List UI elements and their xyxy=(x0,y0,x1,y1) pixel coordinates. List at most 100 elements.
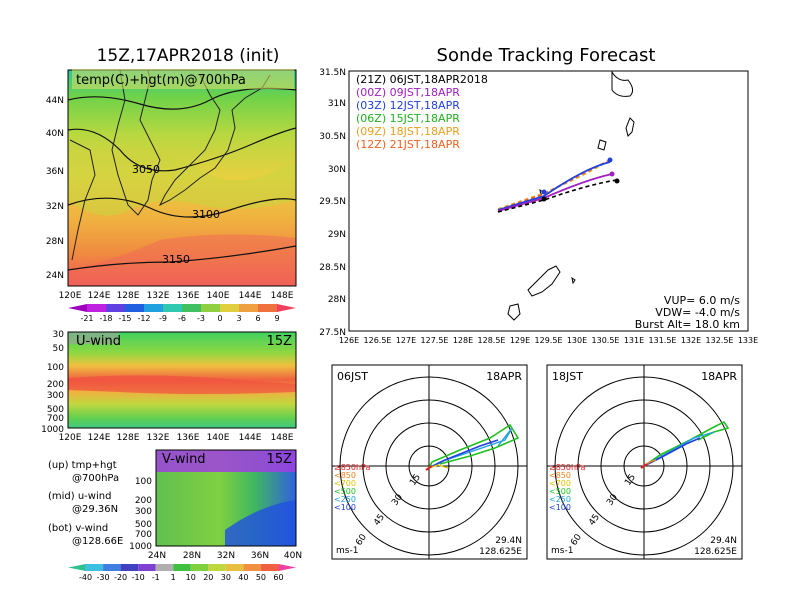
colorbar-label: -1 xyxy=(152,573,160,582)
forecast-label: (12Z) 21JST,18APR xyxy=(356,138,460,151)
lon-tick-label: 127.5E xyxy=(421,336,449,345)
lon-tick-label: 128E xyxy=(117,433,140,443)
level-label: ≥850hPa xyxy=(334,463,371,472)
colorbar-label: 30 xyxy=(221,573,231,582)
colorbar-label: -21 xyxy=(80,314,93,323)
track-frame xyxy=(348,70,749,332)
colorbar-label: 3 xyxy=(236,314,241,323)
height-contour xyxy=(67,87,297,110)
colorbar-swatch xyxy=(225,564,244,571)
height-contour xyxy=(67,127,297,172)
colorbar-swatch xyxy=(182,304,201,312)
lon-tick-label: 128E xyxy=(453,336,473,345)
pressure-tick-label: 700 xyxy=(47,414,64,424)
lon-tick-label: 133E xyxy=(738,336,758,345)
colorbar-label: -3 xyxy=(197,314,205,323)
hodograph-trace xyxy=(640,463,648,469)
lat-tick-label: 30.5N xyxy=(319,132,346,142)
colorbar-swatch xyxy=(163,304,182,312)
lon-tick-label: 130E xyxy=(567,336,587,345)
v-wind-panel: V-wind 15Z 100 200 300 500 700 1000 24N … xyxy=(129,449,302,561)
u-wind-gray-region xyxy=(68,332,118,344)
temperature-colorbar: -21 -18 -15 -12 -9 -6 -3 0 3 6 9 xyxy=(68,304,296,323)
trajectory-marker xyxy=(614,178,620,184)
trajectory-marker xyxy=(541,189,547,195)
level-label: <250 xyxy=(334,495,356,504)
level-label: <500 xyxy=(334,487,356,496)
hodo-time: 18JST xyxy=(552,370,583,383)
colorbar-swatch xyxy=(220,304,239,312)
forecast-label: (21Z) 06JST,18APR2018 xyxy=(356,73,488,86)
colorbar-label: -12 xyxy=(137,314,150,323)
lat-tick-label: 24N xyxy=(46,271,64,281)
colorbar-swatch xyxy=(173,564,191,571)
legend-note-head: (bot) v-wind xyxy=(48,523,108,534)
lon-tick-label: 128.5E xyxy=(478,336,506,345)
colorbar-label: -40 xyxy=(79,573,92,582)
lon-tick-label: 132E xyxy=(681,336,701,345)
contour-label: 3050 xyxy=(132,163,160,176)
colorbar-swatch xyxy=(85,564,104,571)
colorbar-label: 40 xyxy=(238,573,248,582)
colorbar-swatch xyxy=(125,304,144,312)
trajectory-marker xyxy=(607,157,613,163)
height-contour xyxy=(67,245,297,271)
colorbar-swatch xyxy=(258,304,277,312)
lon-tick-label: 120E xyxy=(59,433,82,443)
temperature-map-panel: temp(C)+hgt(m)@700hPa 3050 3100 3150 44N… xyxy=(46,69,297,301)
lon-tick-label: 124E xyxy=(88,291,111,301)
u-wind-time: 15Z xyxy=(267,334,293,349)
colorbar-swatch xyxy=(208,564,226,571)
lat-tick-label: 29.5N xyxy=(319,197,346,207)
lon-tick-label: 127E xyxy=(396,336,416,345)
lat-tick-label: 36N xyxy=(251,551,269,561)
forecast-label: (03Z) 12JST,18APR xyxy=(356,99,460,112)
lon-tick-label: 131.5E xyxy=(649,336,677,345)
wind-colorbar: -40 -30 -20 -10 -1 1 10 20 30 40 50 60 xyxy=(68,564,296,582)
island-outline xyxy=(527,265,561,297)
level-label: <850 xyxy=(334,471,356,480)
contour-label: 3150 xyxy=(162,253,190,266)
colorbar-swatch xyxy=(87,304,106,312)
colorbar-swatch xyxy=(103,564,121,571)
pressure-tick-label: 200 xyxy=(135,496,152,506)
right-title: Sonde Tracking Forecast xyxy=(437,45,656,66)
colorbar-swatch xyxy=(277,304,296,312)
warm-region xyxy=(68,234,296,286)
u-wind-frame xyxy=(67,331,297,429)
island-outline xyxy=(597,139,607,151)
v-wind-frame xyxy=(155,449,297,547)
hodo-lon: 128.625E xyxy=(694,547,737,557)
lon-tick-label: 136E xyxy=(177,291,200,301)
lat-tick-label: 40N xyxy=(46,129,64,139)
pressure-tick-label: 30 xyxy=(53,330,65,340)
forecast-label: (00Z) 09JST,18APR xyxy=(356,86,460,99)
trajectory-03z xyxy=(497,161,611,211)
pressure-tick-label: 300 xyxy=(135,507,152,517)
colorbar-swatch xyxy=(120,564,139,571)
lat-tick-label: 28N xyxy=(183,551,201,561)
colorbar-swatch xyxy=(106,304,125,312)
lon-tick-label: 124E xyxy=(88,433,111,443)
v-wind-purple-region xyxy=(156,450,296,472)
hodo-lat: 29.4N xyxy=(495,536,522,546)
island-outline xyxy=(507,303,521,321)
hodograph-trace xyxy=(643,420,730,467)
island-outline xyxy=(571,276,576,285)
legend-note-sub: @128.66E xyxy=(72,536,123,547)
pressure-tick-label: 500 xyxy=(47,405,64,415)
u-wind-panel: U-wind 15Z 30 50 100 200 300 500 700 100… xyxy=(41,330,297,443)
lon-tick-label: 130.5E xyxy=(592,336,620,345)
colorbar-swatch xyxy=(278,564,296,571)
level-label: <100 xyxy=(549,503,571,512)
lat-tick-label: 40N xyxy=(284,551,302,561)
lon-tick-label: 148E xyxy=(271,291,294,301)
pressure-tick-label: 100 xyxy=(47,363,64,373)
pressure-tick-label: 700 xyxy=(135,530,152,540)
colorbar-label: 50 xyxy=(256,573,266,582)
lat-tick-label: 44N xyxy=(46,96,64,106)
island-outline xyxy=(625,117,635,137)
hodo-lat: 29.4N xyxy=(710,536,737,546)
lon-tick-label: 136E xyxy=(177,433,200,443)
